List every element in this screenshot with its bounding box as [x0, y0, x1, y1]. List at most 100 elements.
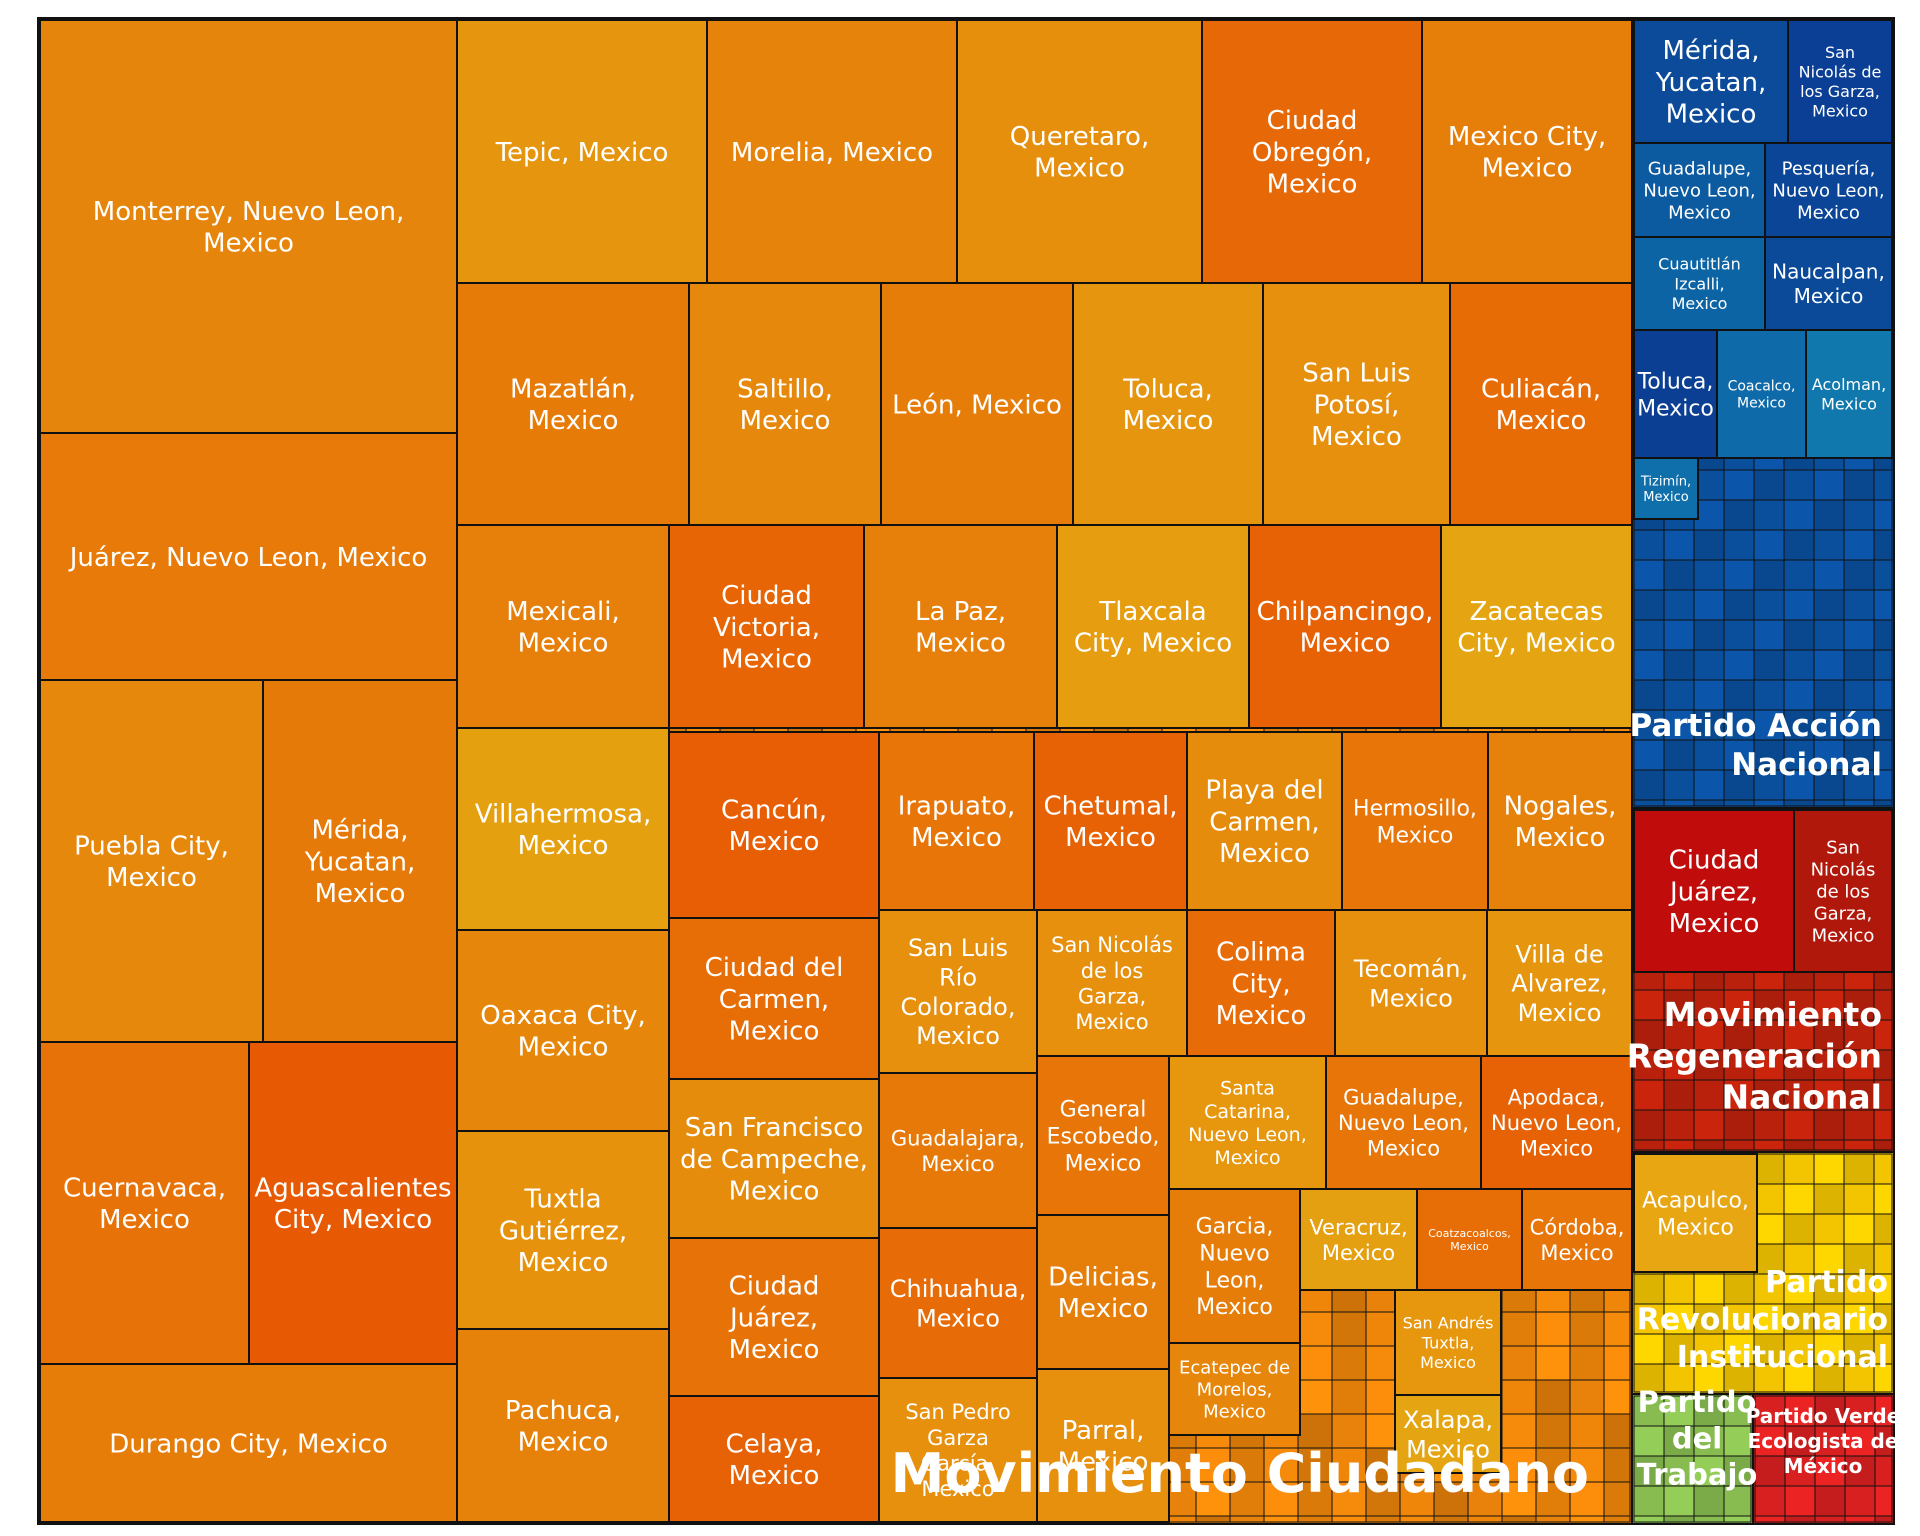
- minor-cell: [1633, 1455, 1665, 1487]
- minor-cell: [1633, 1109, 1665, 1141]
- minor-cell: [1843, 1049, 1875, 1081]
- cell-rect: [1201, 19, 1423, 284]
- group-movimiento-regeneracion-nacional: Ciudad Juárez, Mexico San Nicolás de los Garza…: [1631, 807, 1895, 1153]
- minor-cell: [1873, 559, 1893, 591]
- minor-cell: [1843, 989, 1875, 1021]
- minor-cell: [1783, 709, 1815, 741]
- cell-label: Tecomán, Mexico: [1353, 955, 1468, 1012]
- minor-cell: [1754, 1515, 1786, 1523]
- cell-rect: [668, 1395, 880, 1523]
- cell-label: Delicias, Mexico: [1048, 1263, 1158, 1325]
- cell-general-escobedo-mexico: General Escobedo, Mexico: [1036, 1055, 1170, 1216]
- cell-label: Cancún, Mexico: [721, 796, 827, 858]
- minor-cell: [1433, 1481, 1469, 1517]
- minor-cell: [1873, 1213, 1893, 1245]
- cell-acolman-mexico: Acolman, Mexico: [1805, 329, 1893, 459]
- minor-cell: [1633, 1363, 1665, 1393]
- minor-cell: [1723, 1455, 1752, 1487]
- minor-cell: [1633, 739, 1665, 771]
- cell-guadalupe-nuevo-leon-mexico: Guadalupe, Nuevo Leon, Mexico: [1325, 1055, 1482, 1190]
- minor-cell: [1331, 1447, 1367, 1483]
- minor-cell: [1723, 1079, 1755, 1111]
- minor-cell: [1633, 769, 1665, 801]
- cell-toluca-mexico: Toluca, Mexico: [1633, 329, 1718, 459]
- group-label-movimiento-regeneracion-nacional: Movimiento Regeneración Nacional: [1627, 995, 1882, 1117]
- cell-pesqueria-nuevo-leon-mexico: Pesquería, Nuevo Leon, Mexico: [1764, 142, 1893, 238]
- minor-cell: [1783, 679, 1815, 711]
- minor-cell: [1663, 799, 1695, 807]
- cell-label: Ciudad Juárez, Mexico: [1668, 846, 1759, 939]
- minor-cell: [1693, 1273, 1725, 1305]
- minor-cell: [1723, 1485, 1752, 1517]
- minor-cell: [1723, 1273, 1755, 1305]
- minor-cell: [1693, 1485, 1725, 1517]
- cell-rect: [1793, 809, 1893, 973]
- minor-cell: [1873, 589, 1893, 621]
- minor-cell: [1331, 1481, 1367, 1517]
- minor-cell: [1263, 1515, 1299, 1523]
- minor-cell: [1784, 1455, 1816, 1487]
- cell-label: Aguascalientes City, Mexico: [254, 1174, 451, 1236]
- minor-cell: [1783, 1213, 1815, 1245]
- cell-rect: [1633, 236, 1766, 331]
- cell-label: Naucalpan, Mexico: [1772, 260, 1885, 308]
- cell-label: Celaya, Mexico: [726, 1430, 823, 1492]
- cell-label: Ciudad Obregón, Mexico: [1252, 106, 1372, 199]
- cell-rect: [456, 282, 690, 526]
- minor-cell: [1535, 1447, 1571, 1483]
- cell-rect: [1633, 142, 1766, 238]
- cell-irapuato-mexico: Irapuato, Mexico: [878, 731, 1035, 911]
- minor-cell: [1467, 1481, 1503, 1517]
- cell-tlaxcala-city-mexico: Tlaxcala City, Mexico: [1056, 524, 1250, 729]
- minor-cell: [1813, 529, 1845, 561]
- minor-cell: [1633, 1395, 1665, 1427]
- cell-label: Nogales, Mexico: [1504, 792, 1617, 854]
- minor-cell: [1873, 799, 1893, 807]
- minor-cell: [1633, 989, 1665, 1021]
- cell-rect: [1633, 329, 1718, 459]
- minor-cell: [1569, 1345, 1605, 1381]
- cell-label: Mérida, Yucatan, Mexico: [1655, 36, 1766, 129]
- minor-cell: [1873, 1139, 1893, 1151]
- cell-label: Xalapa, Mexico: [1403, 1406, 1493, 1463]
- minor-cell: [1753, 619, 1785, 651]
- cell-san-pedro-garza-garcia-mexico: San Pedro Garza García, Mexico: [878, 1377, 1038, 1523]
- minor-cell: [1693, 1425, 1725, 1457]
- minor-cell: [1569, 1379, 1605, 1415]
- cell-rect: [1186, 909, 1336, 1057]
- minor-cell: [1753, 769, 1785, 801]
- cell-rect: [688, 282, 882, 526]
- minor-cell: [1723, 469, 1755, 501]
- minor-cell: [1813, 649, 1845, 681]
- minor-cell: [1783, 799, 1815, 807]
- cell-san-andres-tuxtla-mexico: San Andrés Tuxtla, Mexico: [1394, 1289, 1502, 1396]
- minor-cell: [1873, 499, 1893, 531]
- cell-ciudad-del-carmen-mexico: Ciudad del Carmen, Mexico: [668, 917, 880, 1080]
- minor-cell: [1723, 589, 1755, 621]
- minor-cell: [1753, 1153, 1785, 1185]
- cell-delicias-mexico: Delicias, Mexico: [1036, 1214, 1170, 1370]
- cell-label: Ciudad Juárez, Mexico: [728, 1272, 819, 1365]
- cell-label: General Escobedo, Mexico: [1047, 1098, 1160, 1177]
- minor-cell: [1331, 1515, 1367, 1523]
- minor-cell: [1723, 709, 1755, 741]
- cell-label: Coacalco, Mexico: [1728, 379, 1796, 412]
- group-label-partido-revolucionario-institucional: Partido Revolucionario Institucional: [1637, 1265, 1888, 1375]
- minor-cell: [1663, 649, 1695, 681]
- minor-cell: [1723, 1395, 1752, 1427]
- cell-monterrey-nuevo-leon-mexico: Monterrey, Nuevo Leon, Mexico: [39, 19, 458, 434]
- cell-label: Pesquería, Nuevo Leon, Mexico: [1772, 159, 1884, 224]
- minor-cell: [1813, 589, 1845, 621]
- minor-cell: [1263, 1481, 1299, 1517]
- cell-label: Colima City, Mexico: [1216, 938, 1307, 1031]
- minor-cell: [1693, 649, 1725, 681]
- minor-cell: [1784, 1485, 1816, 1517]
- minor-cell: [1297, 1515, 1333, 1523]
- minor-cell: [1753, 649, 1785, 681]
- minor-cell: [1663, 1273, 1695, 1305]
- cell-rect: [1334, 909, 1488, 1057]
- minor-cell: [1813, 739, 1845, 771]
- minor-cell: [1753, 529, 1785, 561]
- minor-cell: [1723, 499, 1755, 531]
